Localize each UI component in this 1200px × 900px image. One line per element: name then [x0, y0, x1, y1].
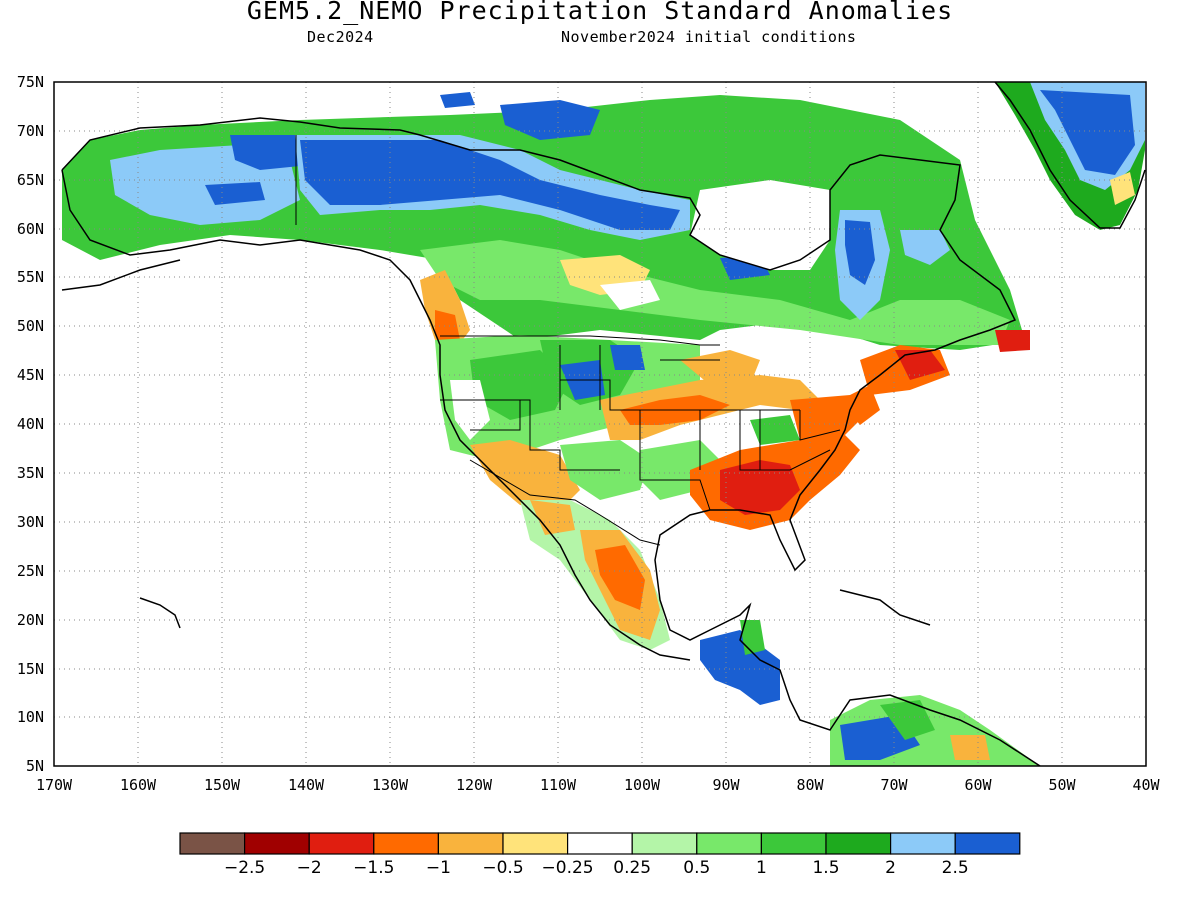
valid-month-label: Dec2024	[307, 28, 374, 46]
lon-label: 80W	[796, 776, 824, 794]
map-frame	[53, 81, 1147, 767]
lon-label: 60W	[964, 776, 992, 794]
colorbar-label: −2	[297, 858, 322, 878]
lat-label: 45N	[17, 366, 44, 384]
lon-label: 40W	[1132, 776, 1160, 794]
lat-label: 15N	[17, 660, 44, 678]
lat-label: 5N	[26, 757, 44, 775]
lat-label: 35N	[17, 464, 44, 482]
lon-label: 110W	[540, 776, 577, 794]
lat-label: 60N	[17, 220, 44, 238]
lat-label: 20N	[17, 611, 44, 629]
lon-label: 70W	[880, 776, 908, 794]
colorbar-swatch	[308, 832, 375, 855]
lat-label: 25N	[17, 562, 44, 580]
colorbar-label: 0.25	[613, 858, 651, 878]
colorbar-label: −1	[426, 858, 451, 878]
anomaly-field	[62, 82, 1145, 766]
colorbar-swatch	[244, 832, 310, 855]
initial-conditions-label: November2024 initial conditions	[561, 28, 857, 46]
lon-label: 130W	[372, 776, 409, 794]
colorbar-label: −0.5	[482, 858, 523, 878]
lon-label: 170W	[36, 776, 73, 794]
lon-label: 140W	[288, 776, 325, 794]
lat-label: 30N	[17, 513, 44, 531]
colorbar-label: −0.25	[542, 858, 594, 878]
colorbar-label: −2.5	[224, 858, 265, 878]
colorbar-label: 2	[885, 858, 896, 878]
colorbar-swatch	[502, 832, 569, 855]
lon-label: 150W	[204, 776, 241, 794]
colorbar-label: 0.5	[683, 858, 710, 878]
colorbar-swatch	[631, 832, 698, 855]
colorbar-label: 2.5	[942, 858, 969, 878]
colorbar-swatch	[566, 832, 633, 855]
colorbar-label: 1.5	[812, 858, 839, 878]
lon-label: 50W	[1048, 776, 1076, 794]
lat-label: 70N	[17, 122, 44, 140]
political-borders	[295, 135, 841, 546]
longitude-labels: 170W 160W 150W 140W 130W 120W 110W 100W …	[36, 776, 1161, 794]
colorbar-swatch	[954, 832, 1021, 855]
colorbar: −2.5 −2 −1.5 −1 −0.5 −0.25 0.25 0.5 1 1.5 2 2.5	[179, 832, 1021, 878]
lon-label: 160W	[120, 776, 157, 794]
colorbar-swatch	[179, 832, 246, 855]
lat-label: 75N	[17, 73, 44, 91]
colorbar-swatch	[760, 832, 827, 855]
lat-label: 10N	[17, 708, 44, 726]
colorbar-label: 1	[756, 858, 767, 878]
lat-label: 40N	[17, 415, 44, 433]
coastlines	[61, 82, 1146, 766]
map-gridlines	[54, 82, 1146, 766]
colorbar-swatch	[696, 832, 762, 855]
lon-label: 100W	[624, 776, 661, 794]
colorbar-label: −1.5	[353, 858, 394, 878]
colorbar-swatch	[889, 832, 956, 855]
lon-label: 90W	[712, 776, 740, 794]
colorbar-swatch	[825, 832, 892, 855]
lat-label: 50N	[17, 317, 44, 335]
latitude-labels: 5N 10N 15N 20N 25N 30N 35N 40N 45N 50N 5…	[17, 73, 44, 775]
lon-label: 120W	[456, 776, 493, 794]
colorbar-swatch	[373, 832, 439, 855]
lat-label: 65N	[17, 171, 44, 189]
colorbar-swatch	[437, 832, 504, 855]
lat-label: 55N	[17, 268, 44, 286]
map-title: GEM5.2_NEMO Precipitation Standard Anoma…	[246, 0, 954, 25]
